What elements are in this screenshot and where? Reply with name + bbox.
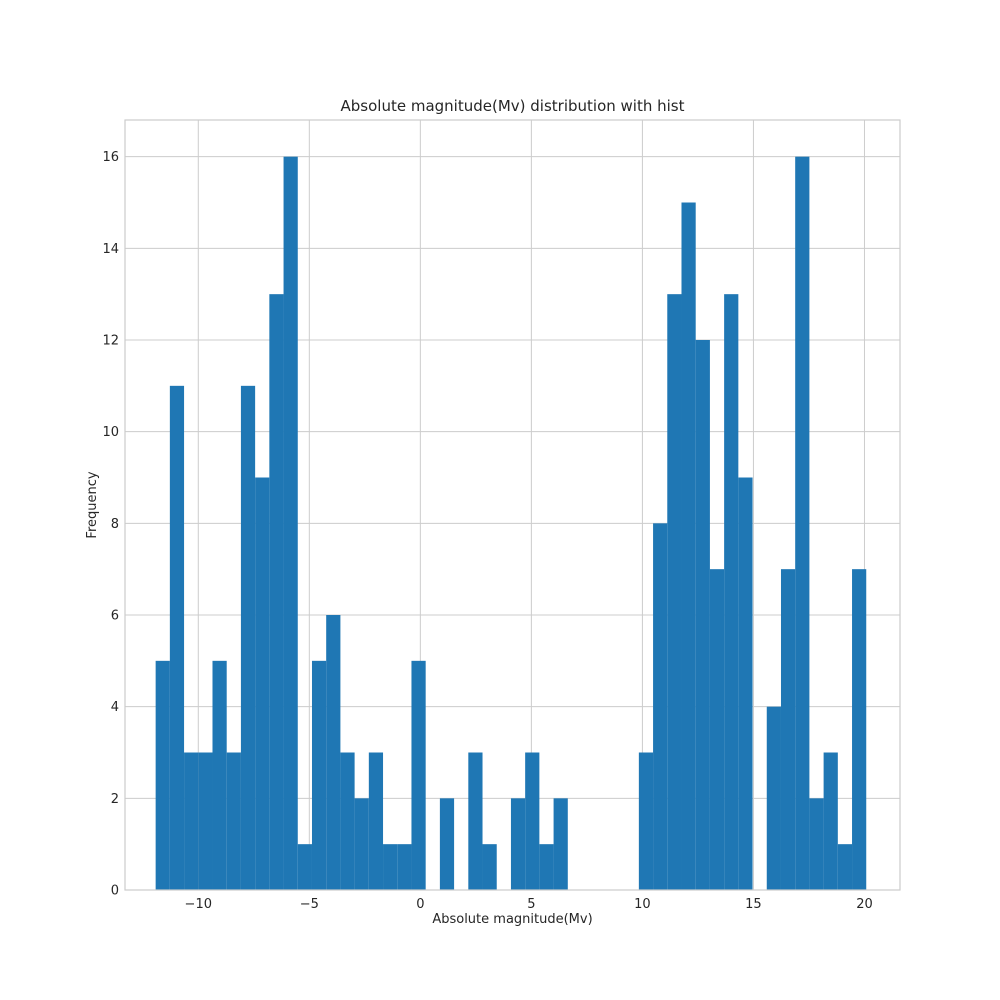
histogram-bar [482, 844, 497, 890]
histogram-bar [709, 569, 725, 890]
bars-layer [155, 156, 867, 891]
x-tick-label: 10 [634, 897, 651, 912]
histogram-bar [766, 706, 781, 890]
histogram-bar [255, 477, 270, 890]
histogram-bar [212, 660, 227, 890]
histogram-bar [311, 660, 327, 890]
histogram-bar [240, 385, 256, 890]
histogram-bar [468, 752, 483, 890]
plot-frame [124, 119, 901, 891]
histogram-bar [411, 660, 426, 890]
y-tick-label: 14 [102, 242, 119, 257]
y-tick-label: 8 [111, 517, 119, 532]
histogram-bar [638, 752, 654, 890]
histogram-bar [809, 798, 824, 890]
y-tick-label: 6 [111, 609, 119, 624]
y-tick-label: 10 [102, 425, 119, 440]
histogram-bar [525, 752, 540, 890]
histogram-bar [539, 844, 554, 890]
histogram-bar [326, 615, 341, 890]
histogram-bar [667, 294, 682, 891]
chart-title: Absolute magnitude(Mv) distribution with… [341, 97, 685, 115]
histogram-bar [283, 156, 298, 890]
y-tick-label: 4 [111, 700, 119, 715]
histogram-bar [852, 569, 867, 890]
histogram-bar [553, 798, 568, 890]
histogram-bar [383, 844, 398, 890]
histogram-bar [439, 798, 455, 890]
histogram-bar [653, 523, 668, 890]
histogram-bar [695, 340, 710, 890]
x-tick-label: 5 [527, 897, 535, 912]
x-tick-label: 20 [856, 897, 873, 912]
y-tick-label: 0 [111, 884, 119, 899]
x-tick-label: 15 [745, 897, 762, 912]
histogram-bar [724, 294, 739, 891]
histogram-bar [297, 844, 312, 890]
histogram-bar [184, 752, 199, 890]
x-axis-title: Absolute magnitude(Mv) [432, 912, 592, 927]
histogram-bar [155, 660, 170, 890]
histogram-bar [823, 752, 838, 890]
histogram-bar [681, 202, 696, 890]
x-tick-label: −10 [185, 897, 212, 912]
histogram-bar [837, 844, 853, 890]
x-tick-label: 0 [416, 897, 424, 912]
histogram-bar [780, 569, 796, 890]
histogram-bar [368, 752, 384, 890]
histogram-bar [340, 752, 355, 890]
histogram-bar [397, 844, 412, 890]
histogram-bar [510, 798, 526, 890]
histogram-bar [269, 294, 284, 891]
histogram-bar [198, 752, 213, 890]
x-tick-label: −5 [300, 897, 319, 912]
ticks-layer: −10 −5 0 5 10 15 20 0 2 4 6 8 10 12 14 16 [102, 150, 872, 912]
histogram-bar [226, 752, 241, 890]
histogram-bar [738, 477, 753, 890]
y-tick-label: 12 [102, 334, 119, 349]
histogram-bar [795, 156, 810, 890]
y-tick-label: 16 [102, 150, 119, 165]
y-tick-label: 2 [111, 792, 119, 807]
histogram-bar [354, 798, 369, 890]
histogram-bar [169, 385, 185, 890]
y-axis-title: Frequency [85, 471, 100, 538]
